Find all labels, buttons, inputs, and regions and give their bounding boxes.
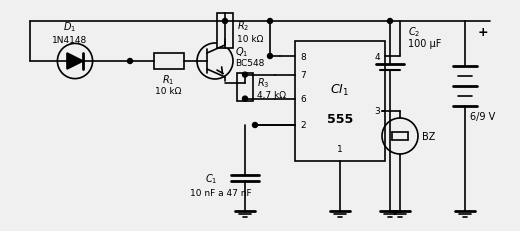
Text: 6: 6 <box>300 95 306 104</box>
Polygon shape <box>67 54 83 70</box>
Text: $C_2$: $C_2$ <box>408 25 420 39</box>
Text: 10 kΩ: 10 kΩ <box>237 34 263 43</box>
Text: 3: 3 <box>374 107 380 116</box>
Circle shape <box>267 19 272 24</box>
Text: 10 nF a 47 nF: 10 nF a 47 nF <box>190 189 252 198</box>
Text: $CI_1$: $CI_1$ <box>330 82 349 97</box>
Text: $D_1$: $D_1$ <box>63 20 76 34</box>
Text: +: + <box>478 25 488 38</box>
Text: BC548: BC548 <box>235 59 264 68</box>
Bar <box>217 13 233 48</box>
Text: 7: 7 <box>300 71 306 80</box>
Text: 4: 4 <box>374 52 380 61</box>
Text: 8: 8 <box>300 52 306 61</box>
Text: $Q_1$: $Q_1$ <box>235 45 248 59</box>
Bar <box>153 54 184 70</box>
Bar <box>295 42 385 161</box>
Text: $C_1$: $C_1$ <box>205 171 217 185</box>
Circle shape <box>127 59 133 64</box>
Text: $R_1$: $R_1$ <box>162 73 175 87</box>
Circle shape <box>242 97 248 102</box>
Circle shape <box>267 54 272 59</box>
Text: $R_3$: $R_3$ <box>257 75 269 89</box>
Text: 1: 1 <box>337 144 343 153</box>
Circle shape <box>253 123 257 128</box>
Text: 6/9 V: 6/9 V <box>471 112 496 122</box>
Text: 4,7 kΩ: 4,7 kΩ <box>257 91 286 100</box>
Circle shape <box>223 19 228 24</box>
Circle shape <box>242 73 248 78</box>
Text: 1N4148: 1N4148 <box>53 36 88 45</box>
Circle shape <box>387 19 393 24</box>
Bar <box>237 73 253 101</box>
Text: 10 kΩ: 10 kΩ <box>155 87 181 96</box>
Text: 555: 555 <box>327 113 353 126</box>
Text: 2: 2 <box>300 121 306 130</box>
Text: 100 μF: 100 μF <box>408 39 441 49</box>
Text: BZ: BZ <box>422 131 435 141</box>
Text: $R_2$: $R_2$ <box>237 19 249 33</box>
